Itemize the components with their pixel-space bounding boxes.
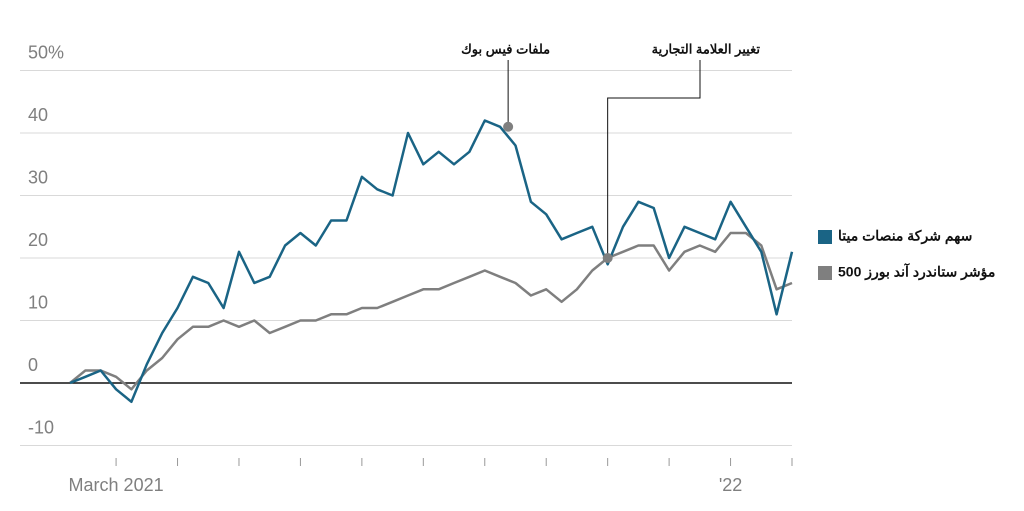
y-tick-label: 40 <box>28 105 48 125</box>
legend-label: مؤشر ستاندرد آند بورز 500 <box>838 263 995 281</box>
annotation: ملفات فيس بوك <box>461 41 550 57</box>
series-line <box>69 119 794 404</box>
y-tick-label: 30 <box>28 167 48 187</box>
y-tick-label: 0 <box>28 355 38 375</box>
leader <box>607 60 701 258</box>
y-tick-label: 20 <box>28 230 48 250</box>
annotation-dot <box>602 253 613 263</box>
y-tick-label: 50% <box>28 42 64 62</box>
x-tick-label: '22 <box>719 475 742 495</box>
annotation: تغيير العلامة التجارية <box>652 41 761 57</box>
y-tick-label: -10 <box>28 417 54 437</box>
y-tick-label: 10 <box>28 292 48 312</box>
annotation-dot <box>503 121 514 132</box>
legend-swatch <box>818 230 832 244</box>
x-tick-label: March 2021 <box>69 475 164 495</box>
series-line <box>69 231 793 391</box>
legend-label: سهم شركة منصات ميتا <box>838 228 972 245</box>
legend-swatch <box>818 266 832 280</box>
